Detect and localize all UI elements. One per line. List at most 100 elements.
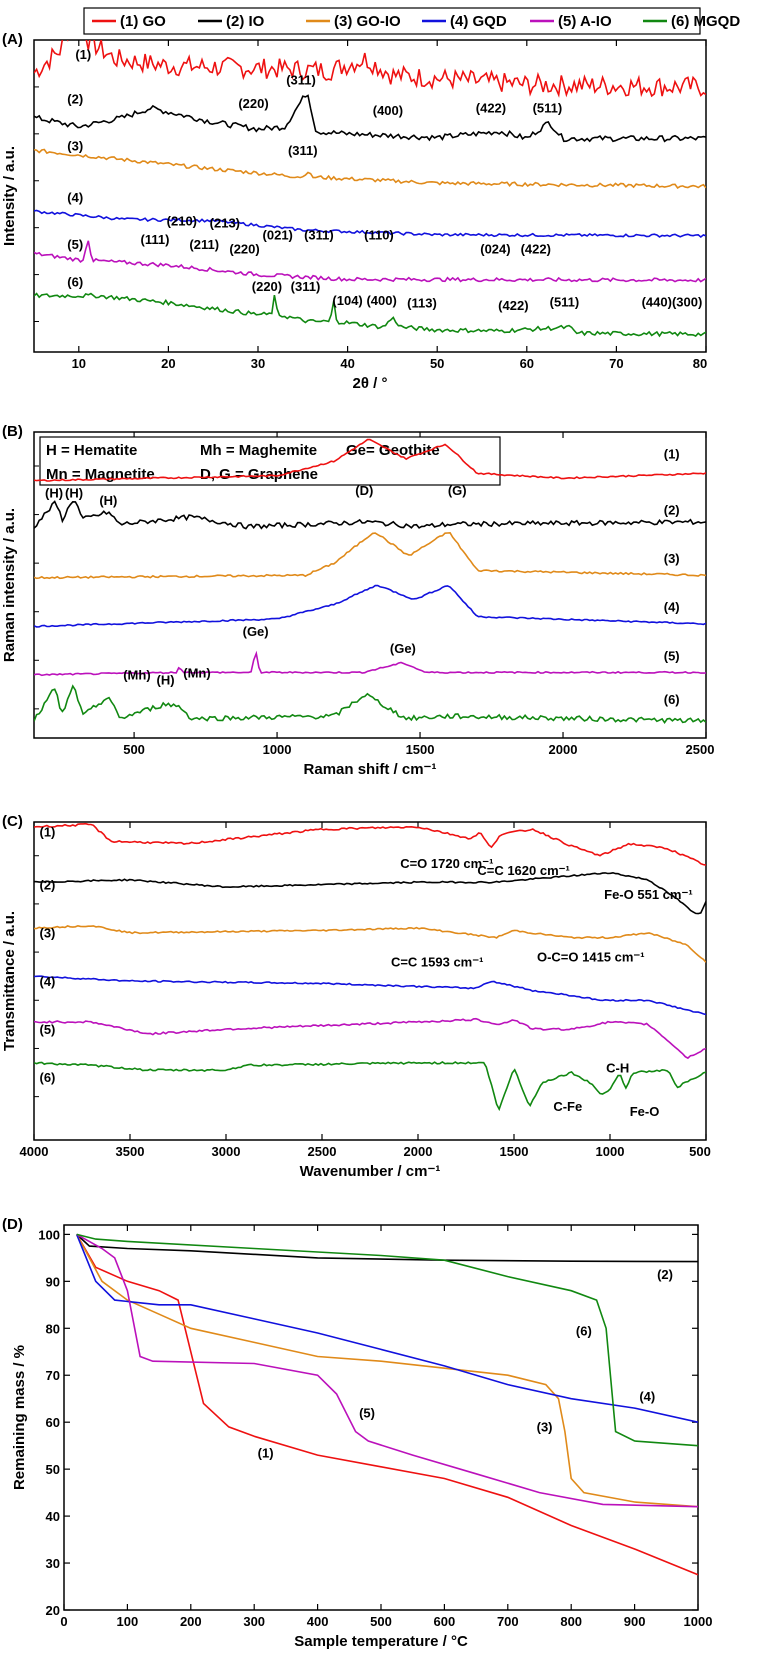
annotation: (2) [67,91,83,106]
annotation: Fe-O [630,1104,660,1119]
legend-entry: Mn = Magnetite [46,466,155,483]
x-tick-label: 500 [689,1144,711,1159]
x-tick-label: 200 [180,1614,202,1629]
legend-label-6: (6) MGQD [671,13,740,30]
series-line-3 [34,531,706,580]
annotation: (511) [533,101,563,116]
annotation: (021) [263,227,293,242]
annotation: (Ge) [390,641,416,656]
annotation: (311) [291,279,321,294]
x-axis-label: Sample temperature / °C [294,1633,468,1650]
x-axis-label: Raman shift / cm⁻¹ [304,761,437,778]
panel-4: (D) 0 100 200 300 400 500 600 700 800 900 1000 20 30 4… [2,1216,712,1650]
legend-entry: Mh = Maghemite [200,442,317,459]
x-tick-label: 0 [60,1614,67,1629]
series-line-1 [34,438,706,482]
annotation: (6) [576,1323,592,1338]
x-axis-label: 2θ / ° [353,375,388,392]
x-tick-label: 50 [430,356,444,371]
annotation: (104) [332,293,362,308]
y-axis-label: Remaining mass / % [11,1345,28,1490]
annotation: (H) [45,486,63,501]
annotation: (220) [229,241,259,256]
annotation: (220) [252,279,282,294]
series-line-6 [34,292,706,338]
annotation: (213) [210,216,240,231]
series-line-6 [76,1233,698,1447]
y-tick-label: 30 [46,1556,60,1571]
panel-2: (B) 500 1000 1500 2000 2500 Raman shift / cm⁻¹… [1,423,714,778]
y-tick-label: 70 [46,1368,60,1383]
annotation: (110) [364,227,394,242]
annotation: (311) [304,227,334,242]
annotation: (113) [407,295,437,310]
annotation: (1) [258,1445,274,1460]
panel-label: (B) [2,423,23,440]
annotation: (111) [140,232,169,247]
series-line-3 [34,924,706,963]
x-tick-label: 1000 [263,742,292,757]
annotation: (Ge) [243,624,269,639]
x-tick-label: 70 [609,356,623,371]
y-axis-label: Transmittance / a.u. [1,911,18,1051]
x-tick-label: 60 [520,356,534,371]
legend-entry: H = Hematite [46,442,137,459]
annotation: (211) [189,237,219,252]
y-tick-label: 40 [46,1509,60,1524]
legend: (1) GO (2) IO (3) GO-IO (4) GQD (5) A-IO (6) … [83,7,740,35]
annotation: (5) [359,1406,375,1421]
annotation: (2) [657,1267,673,1282]
x-tick-label: 1500 [500,1144,529,1159]
series-line-5 [34,240,706,283]
legend-label-5: (5) A-IO [558,13,612,30]
series-line-4 [34,584,706,628]
x-tick-label: 100 [117,1614,139,1629]
annotation: (1) [664,447,680,462]
annotation: (422) [476,101,506,116]
annotation: (H) [99,493,117,508]
series-line-1 [34,822,706,866]
series-line-2 [34,500,706,530]
annotation: (D) [355,483,373,498]
annotation: Fe-O 551 cm⁻¹ [604,887,693,902]
x-tick-label: 700 [497,1614,519,1629]
plot-frame [33,39,707,353]
annotation: (220) [238,96,268,111]
annotation: (422) [521,241,551,256]
annotation: (3) [664,551,680,566]
annotation: C=C 1620 cm⁻¹ [477,863,570,878]
legend-label-3: (3) GO-IO [334,13,401,30]
y-tick-label: 90 [46,1274,60,1289]
x-tick-label: 3000 [212,1144,241,1159]
series-line-5 [34,1017,706,1060]
annotation: (6) [67,274,83,289]
annotation: (4) [664,600,680,615]
y-tick-label: 80 [46,1321,60,1336]
x-tick-label: 40 [340,356,354,371]
x-tick-label: 3500 [116,1144,145,1159]
annotation: (1) [39,824,55,839]
annotation: (422) [498,298,528,313]
x-tick-label: 1000 [596,1144,625,1159]
x-tick-label: 400 [307,1614,329,1629]
y-axis-label: Raman intensity / a.u. [1,508,18,662]
x-tick-label: 2500 [686,742,715,757]
series-line-4 [34,975,706,1016]
panel-label: (D) [2,1216,23,1233]
series-line-5 [76,1233,698,1508]
annotation: (Mh) [123,668,150,683]
series-line-6 [34,684,706,725]
x-tick-label: 1000 [684,1614,713,1629]
x-tick-label: 30 [251,356,265,371]
annotation: (5) [664,648,680,663]
y-tick-label: 100 [38,1227,60,1242]
annotation: (3) [39,926,55,941]
x-tick-label: 900 [624,1614,646,1629]
plot-frame [33,821,707,1141]
annotation: (4) [639,1389,655,1404]
series-line-4 [34,209,706,239]
series-line-2 [76,1233,698,1263]
series-line-2 [34,871,706,915]
annotation: (400) [366,293,396,308]
